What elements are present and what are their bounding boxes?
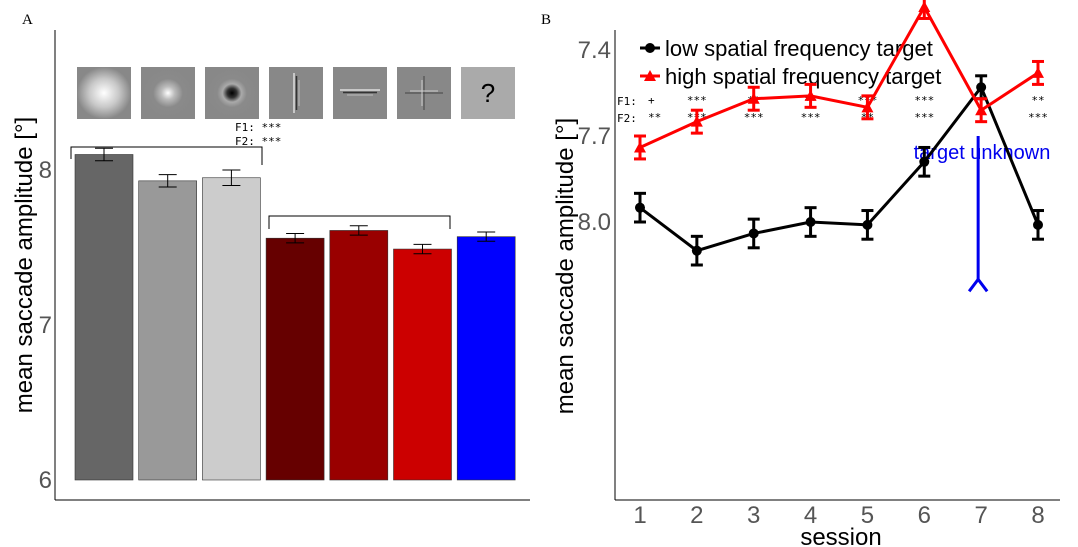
panel-b-x-ticks: 1 2 3 4 5 6 7 8 [633,502,1044,529]
panel-b: B mean saccade amplitude [°] session 7.1… [541,0,1060,547]
panel-b-y-tick-label: 7.4 [578,37,611,64]
panel-a: A mean saccade amplitude [°] 6 7 8 [11,12,530,501]
data-point [747,92,760,104]
significance-marker: ** [648,111,661,124]
bracket-f1-label: F1: *** [235,121,281,134]
legend-circle-icon [645,43,655,53]
legend-label-low-sf: low spatial frequency target [665,36,933,61]
significance-marker: *** [687,94,707,107]
bar [74,154,134,481]
panel-b-x-tick-label: 7 [974,502,987,529]
panel-b-x-tick-label: 8 [1031,502,1044,529]
annotation-text: target unknown [914,142,1051,164]
significance-marker: *** [744,111,764,124]
significance-marker: *** [914,94,934,107]
data-point [690,115,703,127]
panel-b-x-tick-label: 5 [861,502,874,529]
panel-b-y-tick-label: 8.0 [578,209,611,236]
panel-b-series [634,0,1044,267]
significance-marker: *** [801,111,821,124]
legend-triangle-icon [644,70,656,81]
legend-label-high-sf: high spatial frequency target [665,64,941,89]
panel-b-y-ticks: 7.17.47.78.0 [578,37,611,236]
annotation-arrow-head [967,276,989,293]
bar [393,248,452,481]
legend-item-high-sf: high spatial frequency target [640,64,941,89]
panel-b-y-axis-title: mean saccade amplitude [°] [552,118,579,414]
data-point [805,217,816,227]
bar [329,230,389,481]
bar [265,237,325,481]
data-point [975,104,988,116]
bracket-red-group [268,215,451,229]
data-point [1032,219,1043,230]
data-point [635,202,645,213]
significance-marker: *** [1028,111,1048,124]
panel-b-x-axis-title: session [800,524,881,547]
data-point [691,245,702,256]
data-point [634,141,646,153]
sig-row-f1-label: F1: [617,95,637,108]
stimulus-thumbnails: ? [77,67,515,119]
significance-marker: ** [1031,94,1044,107]
panel-a-y-ticks: 6 7 8 [39,157,52,494]
panel-a-error-bars [95,147,496,255]
question-mark: ? [481,78,495,108]
data-point [862,219,873,230]
significance-marker: + [648,94,655,107]
panel-a-y-axis-title: mean saccade amplitude [°] [11,117,38,413]
bracket-gray-group [70,146,263,165]
stimulus-dog-icon [205,67,259,119]
panel-a-y-tick-label: 6 [39,467,52,494]
bar [456,236,516,481]
stimulus-small-gaussian-icon [141,67,195,119]
panel-b-letter: B [541,12,551,28]
bar [138,180,197,481]
series-line [639,84,1040,253]
stimulus-plaid-icon [397,67,451,119]
stimulus-vertical-gabor-icon [269,67,323,119]
legend: low spatial frequency target high spatia… [640,36,941,89]
data-point [1031,66,1044,78]
data-point [748,228,759,239]
stimulus-large-gaussian-icon [77,67,131,119]
panel-a-letter: A [22,12,33,28]
panel-a-y-tick-label: 8 [39,157,52,184]
significance-marker: *** [914,111,934,124]
bracket-f2-label: F2: *** [235,135,281,148]
panel-b-x-tick-label: 3 [747,502,760,529]
panel-b-x-tick-label: 4 [804,502,817,529]
panel-a-y-tick-label: 7 [39,312,52,339]
panel-a-brackets: F1: *** F2: *** [70,121,451,229]
panel-b-y-tick-label: 7.7 [578,123,611,150]
data-point [918,1,931,12]
target-unknown-annotation: target unknown [914,136,1051,293]
data-point [919,156,930,167]
stimulus-horizontal-gabor-icon [333,67,387,119]
sig-row-f2-label: F2: [617,112,637,125]
data-point [804,89,817,101]
panel-b-x-tick-label: 6 [918,502,931,529]
bar [202,177,261,481]
panel-a-bars [74,154,516,481]
data-point [976,82,987,93]
panel-b-x-tick-label: 1 [633,502,646,529]
data-point [861,101,874,113]
stimulus-unknown-icon: ? [461,67,515,119]
series-line [639,3,1039,149]
legend-item-low-sf: low spatial frequency target [640,36,933,61]
panel-b-significance: +********************************** [648,94,1048,124]
panel-b-x-tick-label: 2 [690,502,703,529]
